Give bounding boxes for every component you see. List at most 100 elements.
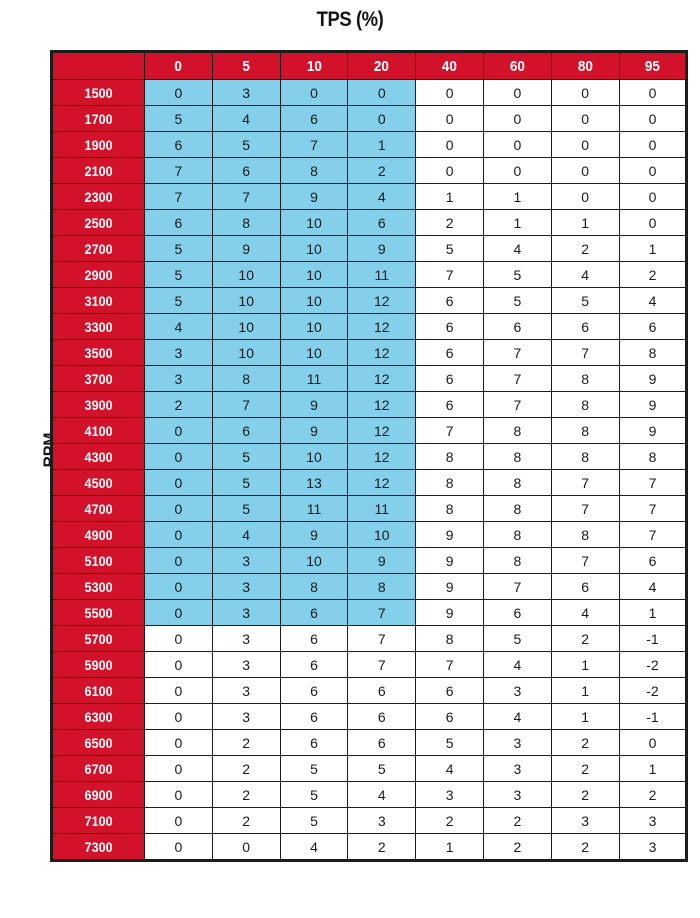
cell-rpm-3700-tps-95: 9: [618, 365, 688, 392]
table-corner-cell: [51, 51, 145, 80]
cell-rpm-2100-tps-10: 8: [279, 157, 349, 184]
cell-rpm-5900-tps-95: -2: [618, 651, 688, 678]
cell-rpm-2500-tps-40: 2: [415, 209, 484, 236]
cell-rpm-2100-tps-0: 7: [144, 157, 213, 184]
row-header-label: 4300: [84, 448, 113, 465]
row-header-label: 3100: [84, 292, 113, 309]
cell-rpm-2500-tps-5: 8: [211, 209, 281, 236]
cell-rpm-3500-tps-40: 6: [415, 339, 484, 366]
cell-rpm-5500-tps-60: 6: [482, 599, 552, 626]
cell-rpm-3900-tps-0: 2: [144, 391, 213, 418]
cell-rpm-4300-tps-60: 8: [482, 443, 552, 470]
cell-rpm-4700-tps-5: 5: [211, 495, 281, 522]
cell-rpm-6900-tps-95: 2: [618, 781, 688, 808]
table-row: 5500 0 3 6 7 9 6 4 1: [51, 599, 688, 626]
cell-rpm-4500-tps-80: 7: [550, 469, 620, 496]
tps-rpm-matrix-table: 0 5 10 20 40 60 80 95 1500 0 3 0 0 0 0 0 0 1700 5 4 6 0 0 0 0 0 1…: [50, 50, 689, 862]
cell-rpm-6900-tps-5: 2: [211, 781, 281, 808]
cell-rpm-1500-tps-40: 0: [415, 79, 484, 106]
cell-rpm-4700-tps-0: 0: [144, 495, 213, 522]
cell-rpm-6700-tps-0: 0: [144, 755, 213, 782]
row-header-label: 2100: [84, 162, 113, 179]
column-header-row: 0 5 10 20 40 60 80 95: [51, 51, 688, 80]
column-header-tps-60: 60: [482, 51, 552, 80]
cell-rpm-3300-tps-60: 6: [482, 313, 552, 340]
cell-rpm-2900-tps-40: 7: [415, 261, 484, 288]
cell-rpm-5900-tps-10: 6: [279, 651, 349, 678]
cell-rpm-6500-tps-40: 5: [415, 729, 484, 756]
cell-rpm-2900-tps-80: 4: [550, 261, 620, 288]
cell-rpm-5300-tps-95: 4: [618, 573, 688, 600]
cell-rpm-5300-tps-60: 7: [482, 573, 552, 600]
cell-rpm-5100-tps-95: 6: [618, 547, 688, 574]
cell-rpm-6300-tps-40: 6: [415, 703, 484, 730]
cell-rpm-6500-tps-20: 6: [347, 729, 417, 756]
row-header-label: 7100: [84, 812, 113, 829]
table-row: 2300 7 7 9 4 1 1 0 0: [51, 183, 688, 210]
cell-rpm-3300-tps-40: 6: [415, 313, 484, 340]
cell-rpm-5500-tps-80: 4: [550, 599, 620, 626]
row-header-rpm-3900: 3900: [51, 391, 145, 418]
row-header-rpm-5500: 5500: [51, 599, 145, 626]
table-row: 6700 0 2 5 5 4 3 2 1: [51, 755, 688, 782]
row-header-label: 1700: [84, 110, 113, 127]
cell-rpm-3500-tps-5: 10: [211, 339, 281, 366]
cell-rpm-3700-tps-5: 8: [211, 365, 281, 392]
cell-rpm-1500-tps-80: 0: [550, 79, 620, 106]
row-header-rpm-4500: 4500: [51, 469, 145, 496]
cell-rpm-6100-tps-80: 1: [550, 677, 620, 704]
cell-rpm-4900-tps-40: 9: [415, 521, 484, 548]
cell-rpm-4100-tps-5: 6: [211, 417, 281, 444]
table-row: 2100 7 6 8 2 0 0 0 0: [51, 157, 688, 184]
cell-rpm-6100-tps-5: 3: [211, 677, 281, 704]
cell-rpm-4900-tps-20: 10: [347, 521, 417, 548]
cell-rpm-2500-tps-95: 0: [618, 209, 688, 236]
cell-rpm-2300-tps-95: 0: [618, 183, 688, 210]
cell-rpm-4100-tps-80: 8: [550, 417, 620, 444]
table-row: 2700 5 9 10 9 5 4 2 1: [51, 235, 688, 262]
column-header-tps-40: 40: [415, 51, 484, 80]
cell-rpm-5100-tps-20: 9: [347, 547, 417, 574]
cell-rpm-1700-tps-60: 0: [482, 105, 552, 132]
column-header-label: 0: [174, 57, 183, 75]
cell-rpm-7300-tps-80: 2: [550, 833, 620, 861]
cell-rpm-2700-tps-60: 4: [482, 235, 552, 262]
matrix-table-container: 0 5 10 20 40 60 80 95 1500 0 3 0 0 0 0 0 0 1700 5 4 6 0 0 0 0 0 1…: [50, 50, 689, 862]
cell-rpm-3500-tps-80: 7: [550, 339, 620, 366]
cell-rpm-7100-tps-0: 0: [144, 807, 213, 834]
row-header-label: 6100: [84, 682, 113, 699]
cell-rpm-2300-tps-60: 1: [482, 183, 552, 210]
cell-rpm-3700-tps-80: 8: [550, 365, 620, 392]
cell-rpm-5100-tps-60: 8: [482, 547, 552, 574]
cell-rpm-5700-tps-80: 2: [550, 625, 620, 652]
cell-rpm-6500-tps-95: 0: [618, 729, 688, 756]
cell-rpm-1900-tps-60: 0: [482, 131, 552, 158]
cell-rpm-2700-tps-95: 1: [618, 235, 688, 262]
cell-rpm-2300-tps-80: 0: [550, 183, 620, 210]
row-header-rpm-6700: 6700: [51, 755, 145, 782]
cell-rpm-7100-tps-95: 3: [618, 807, 688, 834]
cell-rpm-2100-tps-5: 6: [211, 157, 281, 184]
row-header-label: 5300: [84, 578, 113, 595]
cell-rpm-2100-tps-95: 0: [618, 157, 688, 184]
cell-rpm-5700-tps-10: 6: [279, 625, 349, 652]
row-header-rpm-1500: 1500: [51, 79, 145, 106]
column-header-label: 60: [509, 57, 525, 75]
column-header-label: 20: [374, 57, 390, 75]
cell-rpm-1900-tps-40: 0: [415, 131, 484, 158]
cell-rpm-6300-tps-80: 1: [550, 703, 620, 730]
cell-rpm-3100-tps-40: 6: [415, 287, 484, 314]
row-header-rpm-3300: 3300: [51, 313, 145, 340]
cell-rpm-5500-tps-5: 3: [211, 599, 281, 626]
cell-rpm-5100-tps-80: 7: [550, 547, 620, 574]
cell-rpm-6700-tps-5: 2: [211, 755, 281, 782]
column-header-tps-20: 20: [347, 51, 417, 80]
row-header-rpm-4100: 4100: [51, 417, 145, 444]
cell-rpm-1500-tps-10: 0: [279, 79, 349, 106]
table-row: 3300 4 10 10 12 6 6 6 6: [51, 313, 688, 340]
cell-rpm-6700-tps-40: 4: [415, 755, 484, 782]
cell-rpm-2700-tps-10: 10: [279, 235, 349, 262]
column-header-tps-0: 0: [144, 51, 213, 80]
cell-rpm-6900-tps-40: 3: [415, 781, 484, 808]
